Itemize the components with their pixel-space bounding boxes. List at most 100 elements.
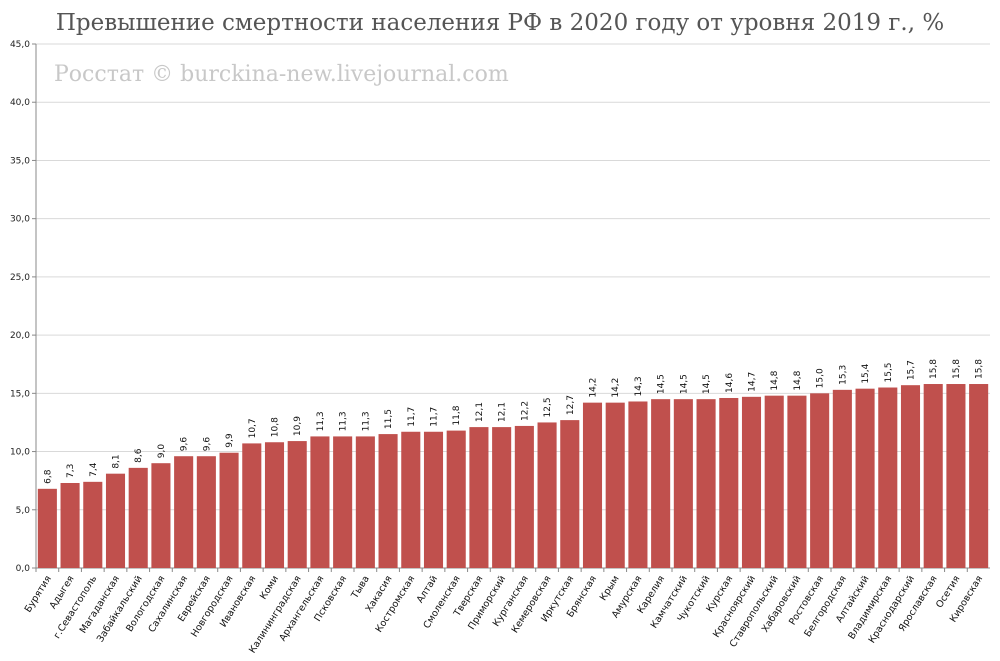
bar	[333, 436, 353, 568]
bar	[651, 399, 671, 568]
bar	[696, 399, 716, 568]
y-tick-label: 5,0	[16, 506, 31, 516]
bar	[878, 387, 898, 568]
data-label: 9,9	[225, 433, 235, 448]
bar	[128, 467, 148, 568]
data-label: 14,3	[634, 376, 644, 396]
gridlines	[36, 43, 990, 511]
bar	[219, 452, 239, 568]
data-label: 14,5	[657, 374, 667, 394]
bar	[310, 436, 330, 568]
bar	[378, 434, 398, 568]
category-labels: БурятияАдыгеяг.СевастопольМагаданскаяЗаб…	[23, 573, 986, 655]
data-label: 12,5	[543, 397, 553, 417]
bar	[969, 384, 989, 568]
data-label: 8,6	[134, 448, 144, 463]
data-label: 14,8	[770, 370, 780, 390]
y-tick-label: 45,0	[10, 40, 30, 50]
category-label: Коми	[258, 574, 281, 602]
bar	[242, 443, 262, 568]
bar	[355, 436, 375, 568]
y-tick-label: 10,0	[10, 448, 30, 458]
bar	[855, 388, 875, 568]
category-label: Бурятия	[23, 574, 54, 615]
data-label: 12,1	[498, 402, 508, 422]
bar	[196, 456, 216, 568]
bar	[287, 441, 307, 568]
y-tick-label: 25,0	[10, 273, 30, 283]
bar	[810, 393, 830, 568]
bar	[264, 442, 285, 568]
data-label: 14,2	[611, 378, 621, 398]
bar	[60, 482, 80, 568]
data-label: 11,3	[339, 411, 349, 431]
data-label: 11,5	[384, 409, 394, 429]
bars	[37, 384, 989, 568]
data-label: 14,5	[679, 374, 689, 394]
data-label: 15,3	[838, 365, 848, 385]
y-tick-label: 20,0	[10, 331, 30, 341]
bar	[514, 425, 534, 568]
category-label: Тыва	[349, 574, 372, 602]
y-tick-label: 0,0	[16, 564, 31, 574]
bar	[923, 384, 943, 568]
bar	[469, 427, 489, 568]
bar	[401, 431, 421, 568]
data-label: 15,5	[884, 362, 894, 382]
bar	[764, 395, 784, 568]
y-tick-label: 35,0	[10, 156, 30, 166]
bar	[37, 488, 57, 568]
data-label: 11,7	[407, 407, 417, 427]
data-label: 11,8	[452, 405, 462, 425]
data-label: 15,8	[929, 359, 939, 379]
data-label: 14,8	[793, 370, 803, 390]
data-label: 14,7	[748, 372, 758, 392]
bar	[492, 427, 512, 568]
data-label: 10,7	[248, 418, 258, 438]
bar	[741, 396, 762, 568]
bar	[673, 399, 693, 568]
bar	[446, 430, 466, 568]
category-label: Крым	[598, 574, 622, 603]
y-tick-label: 40,0	[10, 98, 30, 108]
bar	[83, 481, 103, 568]
bar	[946, 384, 966, 568]
bar	[151, 463, 171, 568]
bar	[787, 395, 807, 568]
data-label: 12,7	[566, 395, 576, 415]
data-labels: 6,8 7,3 7,4 8,1 8,6 9,0 9,6 9,6 9,9 10,7 10,8 10,9 1…	[43, 359, 984, 484]
data-label: 14,6	[725, 373, 735, 393]
bar	[560, 420, 580, 568]
bar	[900, 385, 921, 568]
data-label: 7,3	[66, 464, 76, 478]
watermark-text: Росстат © burckina-new.livejournal.com	[54, 62, 509, 87]
chart-title: Превышение смертности населения РФ в 202…	[55, 10, 945, 36]
data-label: 11,3	[316, 411, 326, 431]
data-label: 11,3	[361, 411, 371, 431]
bar	[105, 473, 126, 568]
data-label: 7,4	[89, 462, 99, 477]
bar	[605, 402, 625, 568]
bar	[832, 389, 852, 568]
data-label: 9,0	[157, 444, 167, 459]
data-label: 11,7	[430, 407, 440, 427]
data-label: 14,5	[702, 374, 712, 394]
data-label: 15,8	[975, 359, 985, 379]
data-label: 14,2	[589, 378, 599, 398]
data-label: 12,2	[520, 401, 530, 421]
axes: 0,0 5,0 10,0 15,0 20,0 25,0 30,0 35,0 40,0 45,0	[10, 40, 990, 574]
data-label: 10,8	[271, 417, 281, 437]
data-label: 15,7	[907, 360, 917, 380]
data-label: 6,8	[43, 469, 53, 484]
data-label: 15,0	[816, 368, 826, 388]
bar	[537, 422, 557, 568]
bar	[174, 456, 194, 568]
bar	[423, 431, 444, 568]
data-label: 15,4	[861, 363, 871, 383]
y-tick-label: 15,0	[10, 389, 30, 399]
bar	[719, 397, 739, 568]
data-label: 9,6	[202, 437, 212, 452]
data-label: 9,6	[180, 437, 190, 452]
data-label: 8,1	[112, 454, 122, 468]
